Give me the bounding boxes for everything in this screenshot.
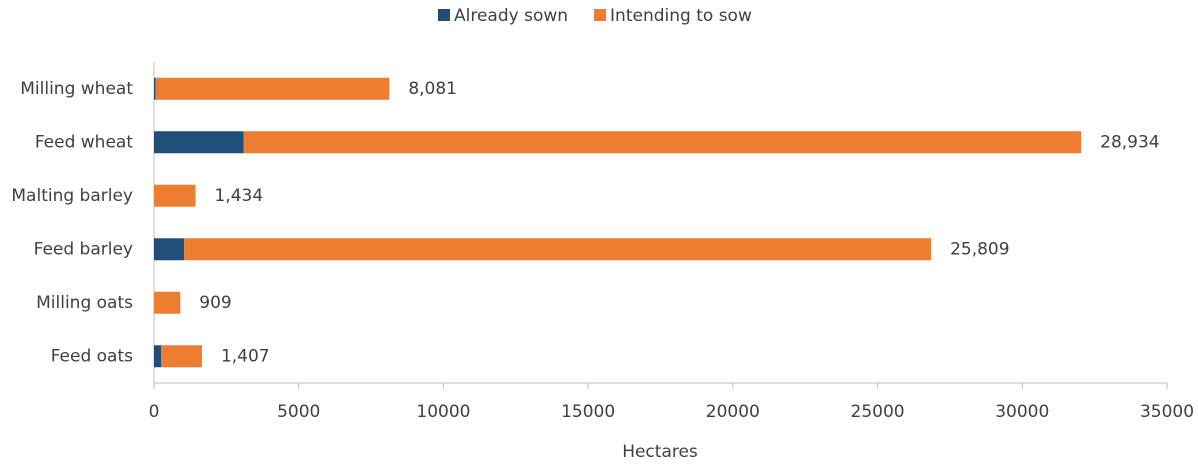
x-tick-label: 10000 <box>416 402 470 422</box>
bar-segment <box>155 77 390 100</box>
data-label: 28,934 <box>1100 132 1159 152</box>
bar-segment <box>154 131 244 154</box>
data-label: 8,081 <box>408 79 457 99</box>
legend-swatch <box>438 9 450 21</box>
x-axis-title: Hectares <box>622 442 698 462</box>
bar-segment <box>154 291 181 314</box>
x-tick-label: 25000 <box>851 402 905 422</box>
x-tick-label: 35000 <box>1140 402 1194 422</box>
x-tick-label: 30000 <box>995 402 1049 422</box>
legend-swatch <box>594 9 607 21</box>
bar-segment <box>154 184 196 207</box>
bar-segment <box>154 345 162 368</box>
x-tick-label: 20000 <box>706 402 760 422</box>
legend-label: Intending to sow <box>610 6 752 26</box>
y-tick-label: Milling oats <box>36 293 133 313</box>
y-tick-label: Malting barley <box>11 186 133 206</box>
y-tick-label: Feed oats <box>51 346 133 366</box>
bar-segment <box>161 345 202 368</box>
y-tick-label: Feed wheat <box>35 132 134 152</box>
bar-segment <box>184 238 932 261</box>
x-tick-label: 0 <box>149 402 160 422</box>
x-tick-label: 5000 <box>277 402 320 422</box>
data-label: 1,407 <box>221 346 270 366</box>
data-label: 1,434 <box>215 186 264 206</box>
data-label: 25,809 <box>950 239 1009 259</box>
bar-segment <box>243 131 1082 154</box>
y-tick-label: Milling wheat <box>20 79 133 99</box>
legend-label: Already sown <box>454 6 568 26</box>
bar-segment <box>154 238 185 261</box>
data-label: 909 <box>199 293 231 313</box>
y-tick-label: Feed barley <box>34 239 133 259</box>
x-tick-label: 15000 <box>561 402 615 422</box>
bar-segment <box>154 77 156 100</box>
